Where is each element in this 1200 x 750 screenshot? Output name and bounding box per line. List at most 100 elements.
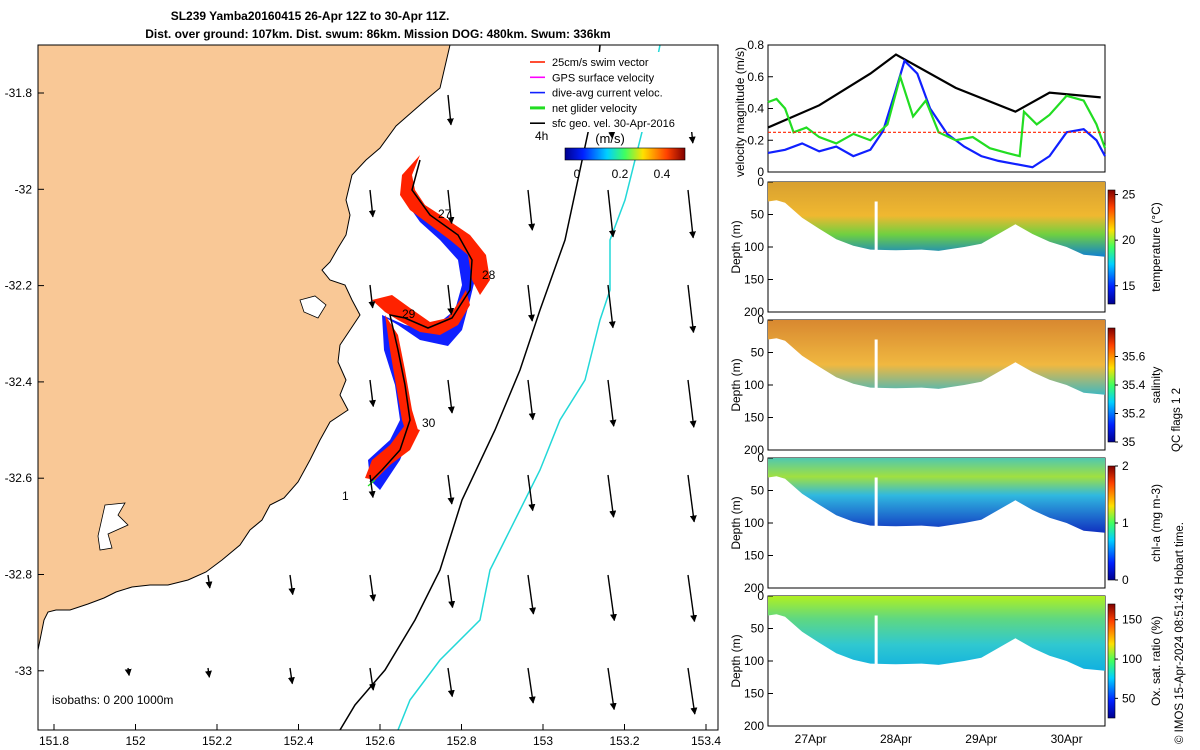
geo-velocity-arrow	[368, 284, 376, 309]
depth-tick-label: 50	[751, 208, 765, 222]
map-x-tick-label: 152.4	[283, 734, 313, 748]
glider-track	[369, 159, 473, 483]
colorbar-label: temperature (°C)	[1149, 202, 1163, 292]
colorbar-title: (m/s)	[595, 131, 625, 146]
section-data	[768, 182, 1105, 257]
colorbar-tick-label: 2	[1122, 459, 1129, 473]
depth-label: Depth (m)	[729, 634, 743, 687]
section-data	[768, 320, 1105, 395]
depth-tick-label: 50	[751, 346, 765, 360]
section-panel-salinity: 0 50 100 150 200 Depth (m) 35 35.2 35.4 35.6salin…	[729, 313, 1163, 457]
geo-velocity-arrow	[447, 379, 455, 414]
geo-velocity-arrow	[607, 474, 617, 518]
geo-velocity-arrow	[527, 667, 536, 704]
geo-velocity-arrow	[124, 667, 132, 677]
colorbar-tick: 0	[574, 167, 581, 181]
geo-velocity-arrow	[447, 284, 455, 316]
map-frame	[37, 44, 719, 731]
depth-tick-label: 200	[744, 581, 764, 595]
colorbar-label: Ox. sat. ratio (%)	[1149, 616, 1163, 706]
section-data-gap	[874, 615, 878, 668]
geo-velocity-arrow	[607, 379, 617, 427]
geo-velocity-arrow	[607, 284, 616, 329]
section-panel-temperature: 0 50 100 150 200 Depth (m) 15 20 25 temperature (…	[729, 175, 1163, 319]
isobath-1000	[397, 45, 661, 730]
section-data	[768, 458, 1105, 533]
sfc-geo-velocity-arrows	[124, 94, 698, 715]
velocity-ylabel: velocity magnitude (m/s)	[733, 47, 747, 177]
geo-velocity-arrow	[527, 189, 536, 231]
depth-tick-label: 50	[751, 622, 765, 636]
legend: 25cm/s swim vector GPS surface velocity di…	[525, 52, 708, 181]
geo-velocity-arrow	[687, 667, 698, 715]
velocity-panel: 0 0.2 0.4 0.6 0.8 velocity magnitude (m/s)	[733, 38, 1107, 179]
depth-tick-label: 100	[744, 516, 764, 530]
velocity-y-tick-label: 0.4	[747, 102, 764, 116]
colorbar-tick-label: 35.4	[1122, 378, 1146, 392]
geo-velocity-arrow	[447, 667, 455, 698]
swim-vector-swath-3	[385, 315, 418, 445]
land	[38, 45, 451, 651]
map-x-tick-label: 152.8	[446, 734, 476, 748]
depth-label: Depth (m)	[729, 496, 743, 549]
map-y-tick-label: -32.2	[5, 279, 33, 293]
copyright: © IMOS 15-Apr-2024 08:51:43 Hobart time.	[1174, 522, 1186, 744]
title-line-1: SL239 Yamba20160415 26-Apr 12Z to 30-Apr…	[171, 9, 450, 23]
swim-vector-swath-2	[372, 290, 470, 335]
legend-label: dive-avg current veloc.	[552, 88, 663, 100]
dive-avg-current-swath	[368, 190, 476, 490]
section-panel-chla: 0 50 100 150 200 Depth (m) 0 1 2 chl-a (mg m-3)	[729, 451, 1163, 595]
depth-tick-label: 0	[757, 175, 764, 189]
map-y-ticks: -31.8 -32 -32.2 -32.4 -32.6 -32.8 -33	[5, 86, 44, 678]
lake	[299, 295, 327, 319]
speed-colorbar	[564, 147, 686, 161]
swim-vector-swath-4	[365, 425, 420, 480]
depth-tick-label: 50	[751, 484, 765, 498]
geo-velocity-arrow	[527, 474, 536, 512]
title-line-2: Dist. over ground: 107km. Dist. swum: 86…	[145, 27, 610, 41]
legend-box	[525, 52, 708, 132]
geo-velocity-arrow	[288, 574, 296, 596]
velocity-y-tick-label: 0.6	[747, 70, 764, 84]
map-x-tick-label: 153.2	[609, 734, 639, 748]
depth-label: Depth (m)	[729, 220, 743, 273]
geo-velocity-arrow	[369, 574, 377, 602]
map-x-tick-label: 152	[125, 734, 145, 748]
day-label: 29	[402, 307, 416, 321]
isobath-200	[339, 45, 601, 730]
colorbar-tick-label: 100	[1122, 652, 1142, 666]
depth-tick-label: 150	[744, 687, 764, 701]
legend-label: sfc geo. vel. 30-Apr-2016	[552, 118, 675, 130]
geo-velocity-arrow	[368, 474, 376, 499]
section-data-gap	[874, 201, 878, 254]
colorbar-tick-label: 0	[1122, 573, 1129, 587]
colorbar-tick-label: 15	[1122, 279, 1136, 293]
depth-tick-label: 150	[744, 411, 764, 425]
section-data	[768, 596, 1105, 671]
day-label: 1	[342, 489, 349, 503]
section-panel-oxygen: 0 50 100 150 200 Depth (m) 50 100 150 Ox. sat. ra…	[729, 589, 1163, 733]
date-tick-label: 28Apr	[880, 732, 912, 746]
geo-velocity-arrow	[205, 574, 213, 589]
date-x-ticks: 27Apr 28Apr 29Apr 30Apr	[795, 732, 1083, 746]
map-x-tick-label: 153.4	[691, 734, 721, 748]
geo-velocity-arrow	[687, 189, 696, 239]
section-colorbar	[1107, 603, 1116, 719]
isobaths-label: isobaths: 0 200 1000m	[52, 693, 173, 707]
velocity-series-line	[767, 72, 1107, 158]
geo-velocity-arrow	[687, 574, 698, 623]
section-colorbar	[1107, 465, 1116, 581]
legend-label: net glider velocity	[552, 103, 637, 115]
map-x-tick-label: 152.6	[365, 734, 395, 748]
map-y-tick-label: -32.4	[5, 375, 33, 389]
day-label: 28	[482, 268, 496, 282]
depth-tick-label: 150	[744, 549, 764, 563]
depth-tick-label: 0	[757, 451, 764, 465]
depth-tick-label: 100	[744, 654, 764, 668]
geo-velocity-arrow	[527, 284, 535, 322]
colorbar-tick-label: 1	[1122, 516, 1129, 530]
map-x-ticks: 151.8 152 152.2 152.4 152.6 152.8 153 153.2 153.…	[39, 724, 721, 748]
colorbar-tick-label: 20	[1122, 233, 1136, 247]
geo-velocity-arrow	[607, 667, 617, 711]
